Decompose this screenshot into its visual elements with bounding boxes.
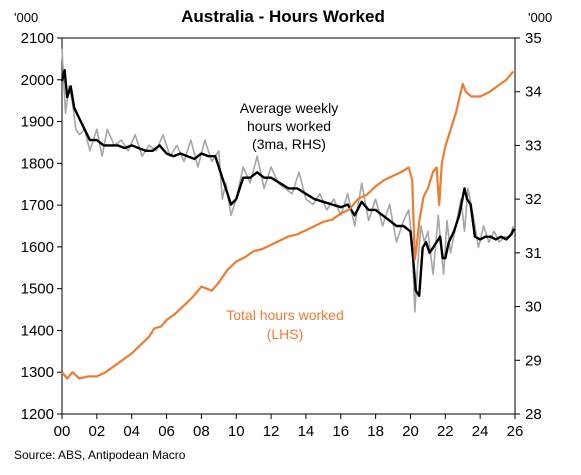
x-tick-label: 00 <box>54 423 71 440</box>
left-tick-label: 1200 <box>21 406 54 423</box>
right-tick-label: 28 <box>525 406 542 423</box>
left-tick-label: 1600 <box>21 239 54 256</box>
x-tick-label: 14 <box>298 423 315 440</box>
annotation-avg-hours: Average weekly hours worked (3ma, RHS) <box>240 100 339 152</box>
x-tick-label: 20 <box>402 423 419 440</box>
x-tick-label: 10 <box>228 423 245 440</box>
annotation-avg-line-1: Average weekly <box>240 100 339 116</box>
left-tick-label: 1300 <box>21 364 54 381</box>
chart-title: Australia - Hours Worked <box>181 7 385 26</box>
left-tick-label: 1500 <box>21 281 54 298</box>
left-tick-label: 2000 <box>21 72 54 89</box>
x-tick-label: 18 <box>367 423 384 440</box>
series-avg-hours-monthly <box>61 48 515 313</box>
x-tick-label: 16 <box>332 423 349 440</box>
x-tick-label: 26 <box>507 423 524 440</box>
series-total-hours <box>61 70 515 380</box>
left-tick-label: 1400 <box>21 322 54 339</box>
x-tick-label: 06 <box>158 423 175 440</box>
x-axis: 00 02 04 06 08 10 12 14 16 18 20 22 24 26 <box>54 414 524 440</box>
left-tick-label: 1900 <box>21 114 54 131</box>
plot-frame <box>61 37 516 415</box>
right-axis: 28 29 30 31 32 33 34 35 <box>515 30 542 423</box>
right-tick-label: 31 <box>525 245 542 262</box>
x-tick-label: 24 <box>472 423 489 440</box>
x-tick-label: 08 <box>193 423 210 440</box>
left-axis-unit: '000 <box>14 10 38 25</box>
right-tick-label: 29 <box>525 352 542 369</box>
annotation-total-line-2: (LHS) <box>267 326 304 342</box>
annotation-avg-line-2: hours worked <box>247 118 331 134</box>
series-avg-hours-3ma <box>60 68 516 297</box>
right-tick-label: 33 <box>525 137 542 154</box>
series-layer <box>60 48 516 380</box>
left-tick-label: 1800 <box>21 155 54 172</box>
x-tick-label: 04 <box>123 423 140 440</box>
x-tick-label: 12 <box>263 423 280 440</box>
source-note: Source: ABS, Antipodean Macro <box>14 448 186 462</box>
left-tick-label: 1700 <box>21 197 54 214</box>
annotation-total-hours: Total hours worked (LHS) <box>226 307 344 342</box>
annotation-avg-line-3: (3ma, RHS) <box>252 136 326 152</box>
right-axis-unit: '000 <box>528 10 552 25</box>
right-tick-label: 35 <box>525 30 542 47</box>
annotation-total-line-1: Total hours worked <box>226 307 344 323</box>
right-tick-label: 32 <box>525 191 542 208</box>
right-tick-label: 30 <box>525 299 542 316</box>
left-axis: 1200 1300 1400 1500 1600 1700 1800 1900 2000 2100 <box>21 30 62 423</box>
right-tick-label: 34 <box>525 84 542 101</box>
left-tick-label: 2100 <box>21 30 54 47</box>
x-tick-label: 22 <box>437 423 454 440</box>
x-tick-label: 02 <box>89 423 106 440</box>
